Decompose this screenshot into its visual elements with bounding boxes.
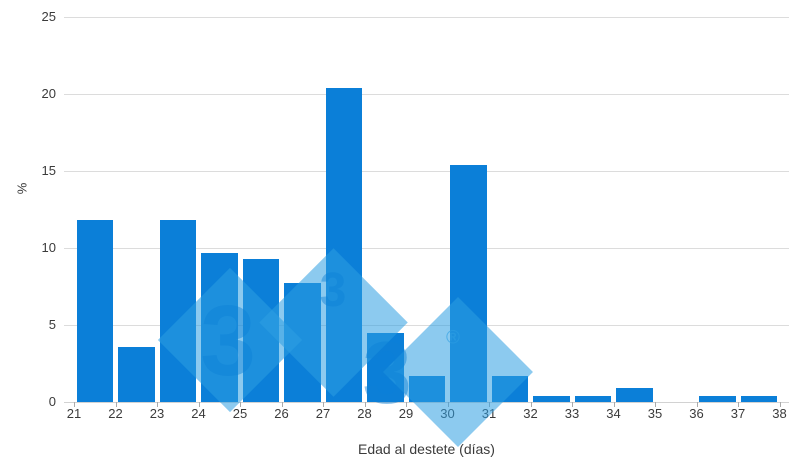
gridline xyxy=(64,171,789,172)
bar-age-32 xyxy=(533,395,570,402)
y-tick-label: 25 xyxy=(41,9,56,24)
x-tick-mark xyxy=(364,402,366,407)
x-tick-mark xyxy=(613,402,615,407)
x-tick-mark xyxy=(696,402,698,407)
bar-age-30 xyxy=(450,164,487,402)
bar-age-22 xyxy=(118,346,155,402)
x-tick-mark xyxy=(655,402,656,407)
x-tick-label: 29 xyxy=(398,406,414,421)
gridline xyxy=(64,248,789,249)
x-tick-mark xyxy=(74,402,75,407)
gridline xyxy=(64,17,789,18)
x-tick-label: 22 xyxy=(108,406,123,421)
bar-age-33 xyxy=(574,395,611,402)
x-tick-label: 24 xyxy=(191,406,206,421)
x-axis-title: Edad al destete (días) xyxy=(358,441,495,457)
x-tick-label: 37 xyxy=(730,406,746,421)
x-tick-label: 31 xyxy=(481,406,497,421)
bar-age-29 xyxy=(408,375,445,402)
y-tick-label: 0 xyxy=(48,394,56,409)
x-tick-label: 32 xyxy=(523,406,538,421)
x-tick-label: 26 xyxy=(274,406,289,421)
x-tick-label: 23 xyxy=(149,406,165,421)
x-tick-label: 33 xyxy=(564,406,580,421)
x-tick-mark xyxy=(779,402,781,407)
y-tick-label: 15 xyxy=(41,163,56,178)
y-tick-label: 10 xyxy=(41,240,56,255)
bar-age-28 xyxy=(367,332,404,402)
bar-age-21 xyxy=(76,220,113,402)
bar-age-37 xyxy=(740,395,777,402)
bar-age-31 xyxy=(491,375,528,402)
x-tick-label: 36 xyxy=(689,406,704,421)
gridline xyxy=(64,94,789,95)
x-tick-mark xyxy=(572,402,573,407)
x-axis-line xyxy=(64,402,789,403)
x-tick-label: 21 xyxy=(66,406,82,421)
bar-age-23 xyxy=(159,220,196,402)
bar-age-34 xyxy=(616,388,653,402)
y-tick-label: 5 xyxy=(48,317,56,332)
x-tick-label: 27 xyxy=(315,406,331,421)
x-tick-mark xyxy=(115,402,117,407)
bar-age-26 xyxy=(284,283,321,402)
y-tick-label: 20 xyxy=(41,86,56,101)
bar-age-27 xyxy=(325,87,362,402)
x-tick-mark xyxy=(157,402,158,407)
x-tick-mark xyxy=(323,402,324,407)
x-tick-label: 25 xyxy=(232,406,248,421)
x-tick-label: 38 xyxy=(772,406,787,421)
x-tick-mark xyxy=(738,402,739,407)
x-tick-label: 35 xyxy=(647,406,663,421)
bar-age-36 xyxy=(699,395,736,402)
bar-age-25 xyxy=(242,258,279,402)
y-axis-title: % xyxy=(14,182,30,195)
x-tick-label: 34 xyxy=(606,406,621,421)
x-tick-label: 30 xyxy=(440,406,455,421)
bar-age-24 xyxy=(201,252,238,402)
x-tick-label: 28 xyxy=(357,406,372,421)
